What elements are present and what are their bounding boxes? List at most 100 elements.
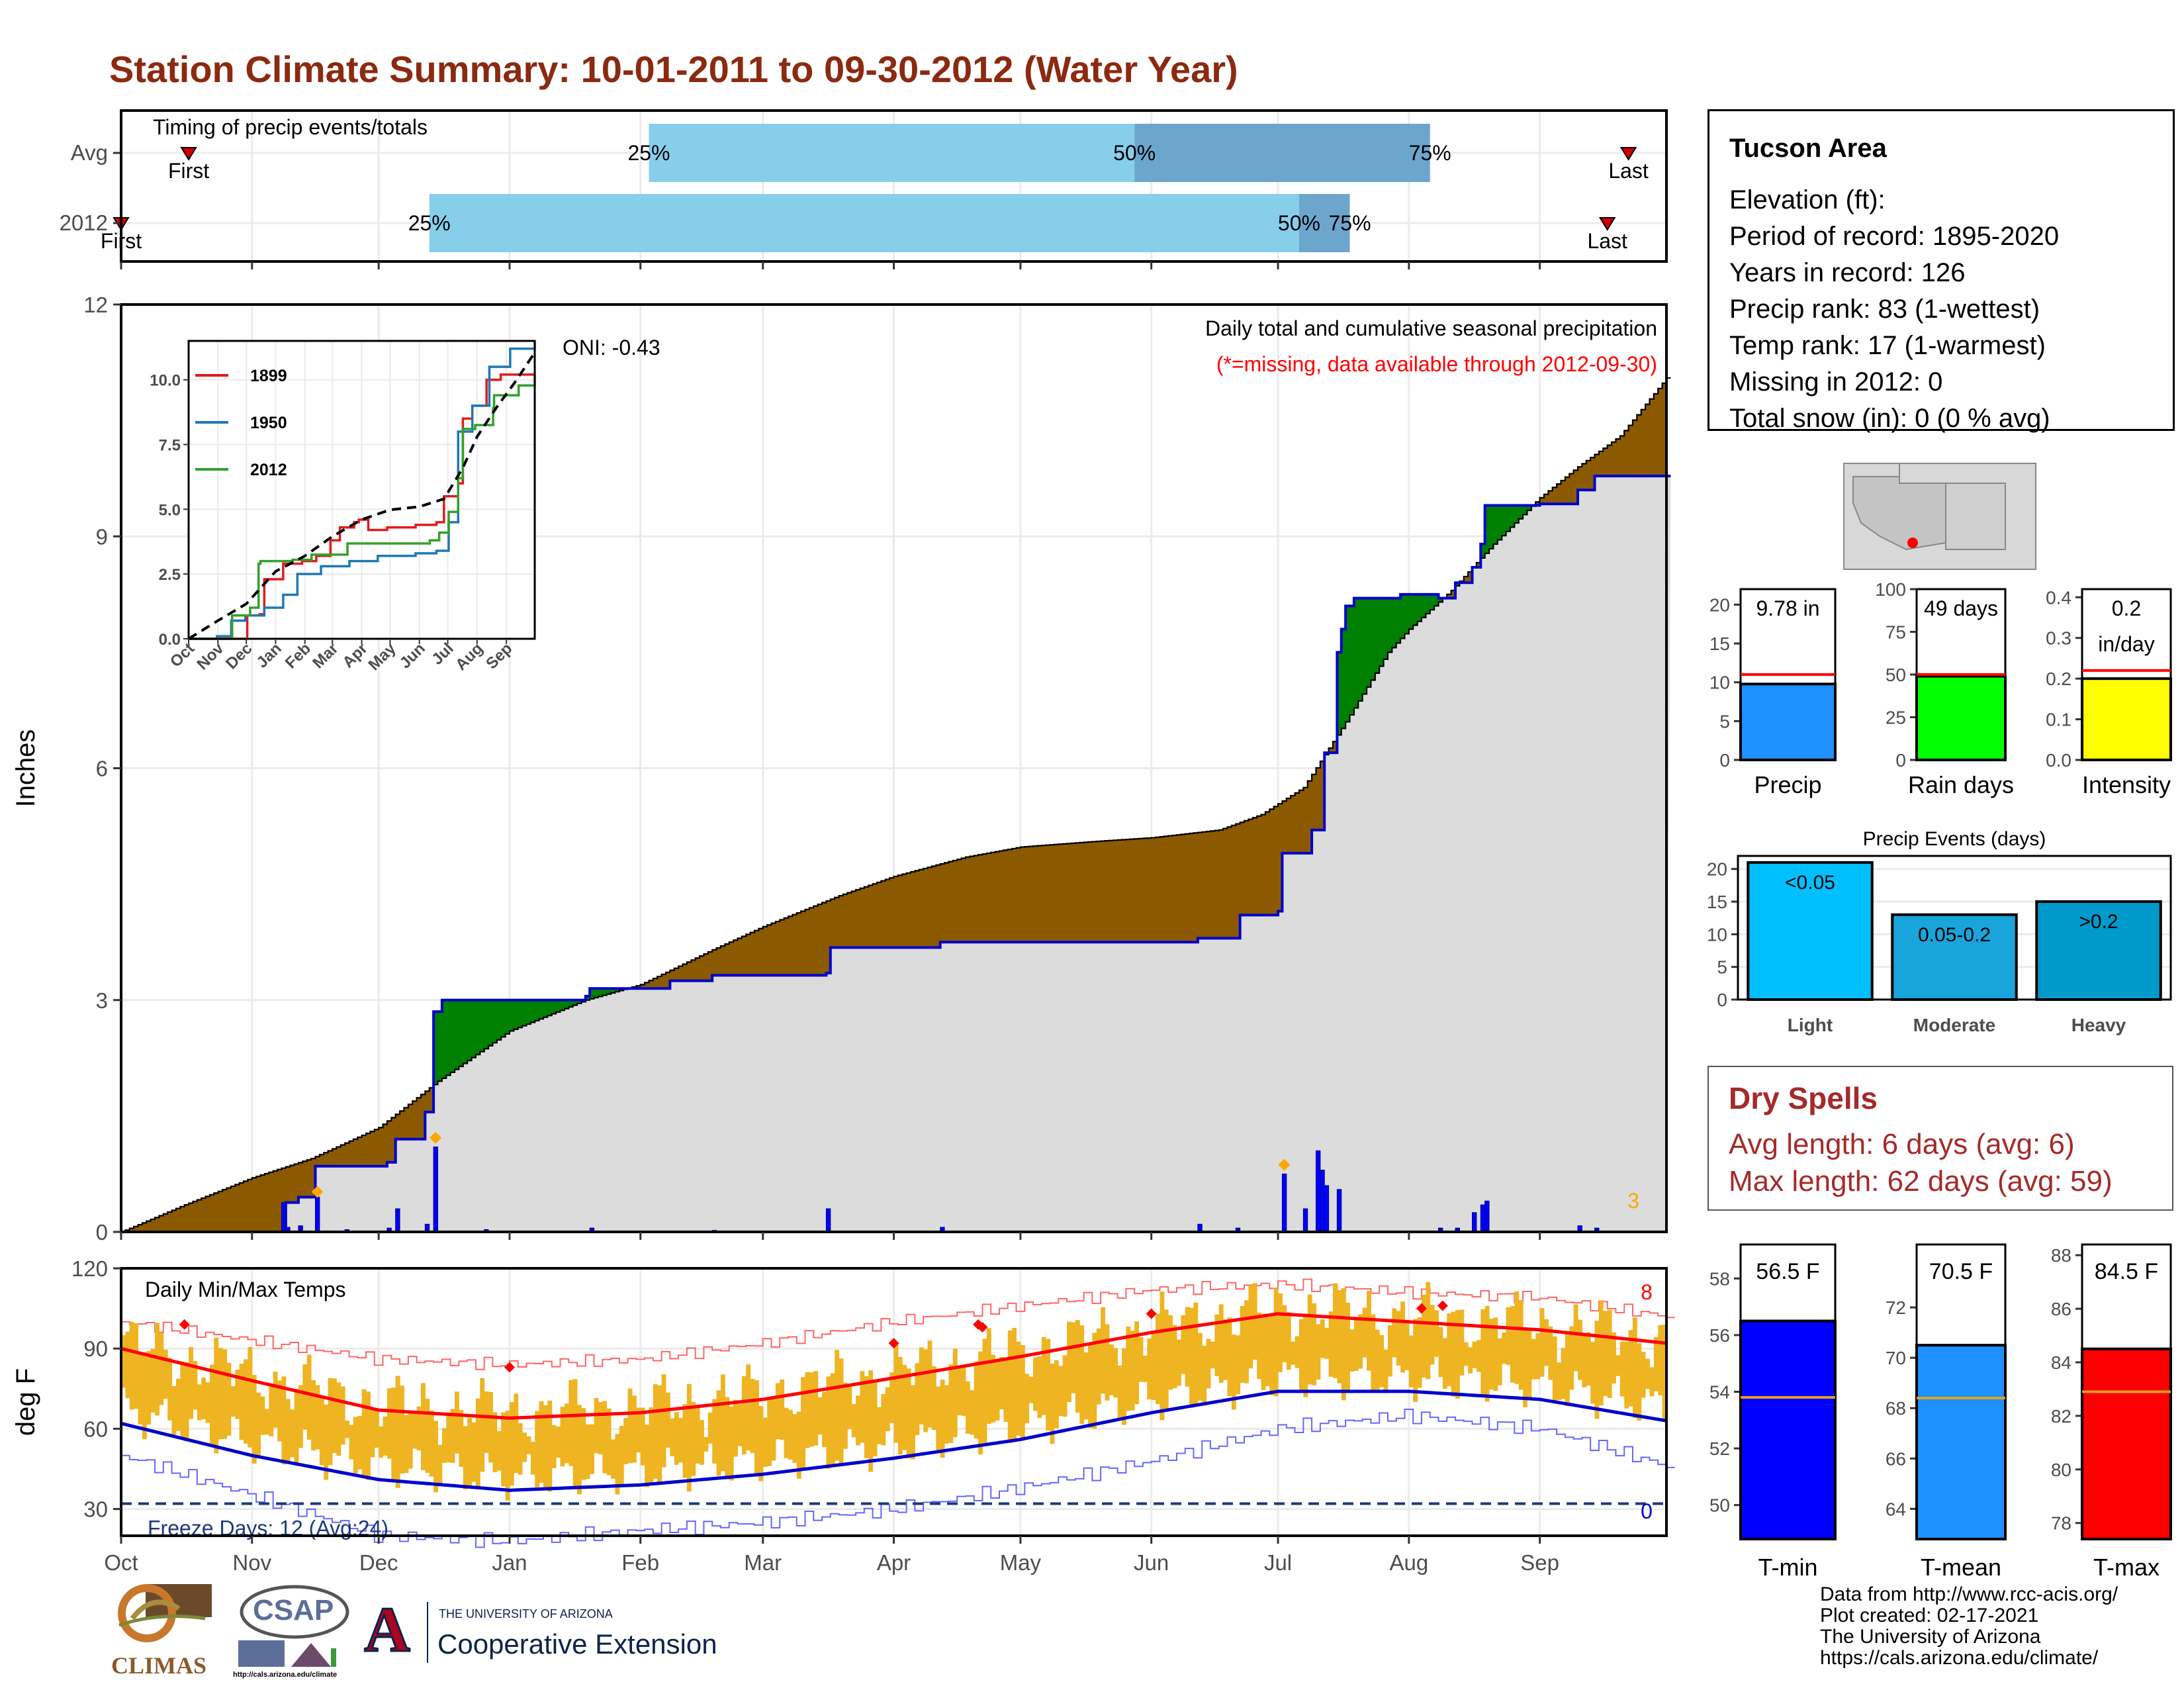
summary-value-label: 49 days	[1924, 596, 1998, 620]
temps-daily-range-bar	[281, 1376, 287, 1465]
precip-departure-fill	[678, 966, 684, 981]
precip-departure-fill	[847, 892, 852, 948]
summary-category-label: T-min	[1758, 1554, 1818, 1581]
precip-departure-fill	[1050, 845, 1055, 943]
precip-departure-fill	[315, 1156, 320, 1166]
map-state-arizona	[1852, 476, 1946, 551]
temps-daily-range-bar	[1328, 1311, 1334, 1377]
precip-departure-fill	[1523, 505, 1528, 515]
temps-daily-range-bar	[1658, 1325, 1663, 1395]
summary-value-bar	[1739, 1319, 1837, 1540]
precip-departure-fill	[1400, 594, 1406, 639]
temps-daily-range-bar	[1451, 1311, 1456, 1397]
temps-daily-range-bar	[230, 1385, 236, 1417]
temps-daily-range-bar	[746, 1364, 751, 1451]
summary-value-bar	[2081, 1347, 2172, 1540]
temps-daily-range-bar	[1438, 1327, 1443, 1378]
precip-departure-fill	[1463, 576, 1469, 583]
precip-departure-fill	[1168, 835, 1173, 943]
precip-departure-fill	[480, 1000, 485, 1052]
precip-departure-fill	[1096, 841, 1101, 943]
precip-departure-fill	[1510, 505, 1515, 528]
precip-departure-fill	[1480, 543, 1486, 558]
precip-departure-fill	[366, 1133, 371, 1166]
temps-daily-range-bar	[606, 1408, 612, 1476]
precip-departure-fill	[1236, 823, 1241, 939]
temps-daily-range-bar	[771, 1397, 776, 1461]
precip-departure-fill	[1062, 843, 1068, 943]
precip-departure-fill	[1291, 795, 1296, 853]
temps-daily-range-bar	[1619, 1341, 1625, 1397]
precip-departure-fill	[543, 1000, 548, 1017]
temps-daily-range-bar	[788, 1409, 793, 1460]
precip-departure-fill	[1206, 831, 1211, 939]
temps-daily-range-bar	[1535, 1333, 1541, 1380]
summary-value-label: in/day	[2098, 632, 2154, 656]
precip-departure-fill	[273, 1170, 278, 1232]
temps-daily-range-bar	[839, 1358, 844, 1466]
precip-departure-fill	[1628, 425, 1633, 477]
precip-departure-fill	[1619, 436, 1625, 477]
precip-departure-fill	[746, 934, 751, 976]
temps-daily-range-bar	[535, 1411, 540, 1487]
temps-daily-range-bar	[817, 1397, 823, 1435]
precip-departure-fill	[1387, 598, 1392, 653]
temps-daily-range-bar	[1426, 1282, 1431, 1380]
timing-last-marker	[1598, 217, 1616, 231]
precip-departure-fill	[450, 1000, 455, 1072]
temps-daily-range-bar	[927, 1340, 933, 1428]
temps-daily-range-bar	[1024, 1374, 1030, 1424]
precip-departure-fill	[1653, 393, 1659, 477]
precip-departure-fill	[526, 1000, 531, 1025]
summary-y-tick-label: 25	[1886, 708, 1906, 728]
summary-y-tick-label: 10	[1709, 673, 1730, 693]
climas-logo-text: CLIMAS	[111, 1652, 207, 1679]
station-name: Tucson Area	[1729, 134, 1887, 163]
temps-daily-range-bar	[353, 1417, 358, 1474]
temps-daily-range-bar	[1598, 1300, 1604, 1406]
precip-departure-fill	[1426, 594, 1431, 614]
temps-daily-range-bar	[860, 1371, 865, 1443]
temps-daily-range-bar	[1147, 1338, 1152, 1400]
temps-daily-range-bar	[835, 1350, 840, 1461]
temps-daily-range-bar	[775, 1383, 780, 1440]
temps-daily-range-bar	[801, 1377, 806, 1471]
precip-departure-fill	[1603, 448, 1608, 477]
temps-daily-range-bar	[1586, 1332, 1591, 1386]
temps-daily-range-bar	[193, 1361, 198, 1410]
temps-daily-range-bar	[691, 1401, 696, 1476]
temps-daily-range-bar	[357, 1416, 363, 1470]
precip-departure-fill	[235, 1184, 240, 1232]
temps-daily-range-bar	[889, 1372, 894, 1423]
precip-departure-fill	[1484, 505, 1490, 553]
precip-departure-fill	[129, 1228, 134, 1232]
csap-logo: CSAP http://cals.arizona.edu/climate	[232, 1582, 351, 1681]
precip-departure-fill	[285, 1166, 291, 1203]
precip-departure-fill	[780, 919, 785, 976]
precip-extreme-marker	[1278, 1158, 1291, 1171]
temps-daily-range-bar	[340, 1386, 345, 1445]
precip-departure-fill	[1451, 590, 1456, 598]
events-y-tick-label: 0	[1717, 990, 1727, 1010]
precip-departure-fill	[357, 1137, 363, 1166]
ua-logo-small: THE UNIVERSITY OF ARIZONA	[439, 1607, 613, 1620]
credit-source: Data from http://www.rcc-acis.org/	[1820, 1583, 2118, 1605]
summary-category-label: Intensity	[2082, 771, 2171, 798]
precip-departure-fill	[395, 1114, 400, 1139]
temps-daily-range-bar	[1408, 1335, 1414, 1387]
temps-daily-range-bar	[256, 1392, 261, 1457]
precip-departure-fill	[1624, 430, 1629, 477]
temps-daily-range-bar	[1502, 1332, 1507, 1364]
temps-daily-range-bar	[700, 1420, 704, 1465]
temps-daily-range-bar	[919, 1347, 924, 1425]
temps-daily-range-bar	[670, 1418, 675, 1456]
precip-departure-fill	[1527, 505, 1532, 510]
precip-departure-fill	[856, 890, 861, 948]
precip-departure-fill	[1054, 844, 1059, 943]
precip-departure-fill	[391, 1117, 396, 1162]
precip-departure-fill	[1210, 831, 1215, 939]
precip-departure-fill	[197, 1199, 202, 1232]
precip-departure-fill	[412, 1101, 418, 1139]
precip-departure-fill	[826, 900, 831, 973]
precip-departure-fill	[539, 1000, 544, 1019]
